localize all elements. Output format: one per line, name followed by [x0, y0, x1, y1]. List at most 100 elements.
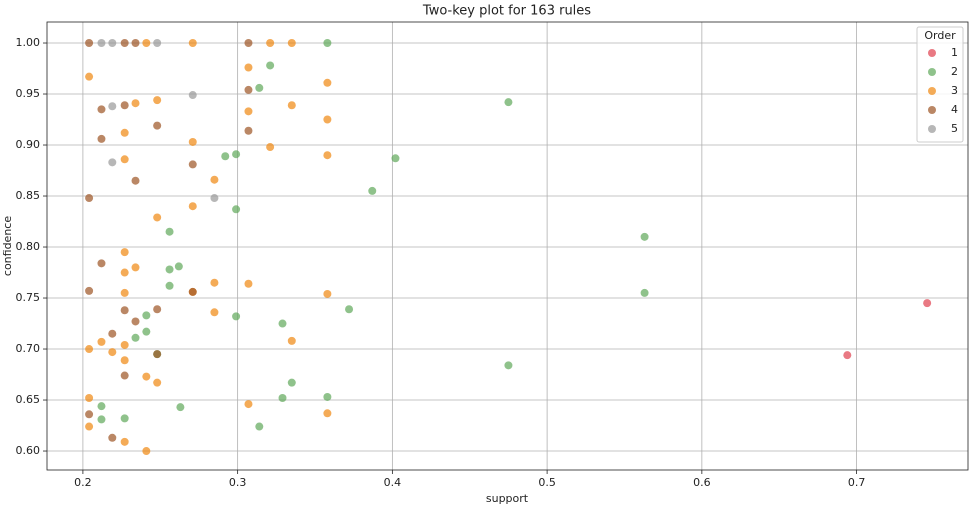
legend-marker — [928, 125, 936, 133]
point — [97, 415, 106, 424]
point — [108, 348, 117, 357]
point — [287, 336, 296, 345]
point — [188, 137, 197, 146]
point — [142, 447, 151, 456]
point — [131, 39, 140, 48]
point — [244, 126, 253, 135]
point — [188, 91, 197, 100]
point — [244, 279, 253, 288]
point — [97, 259, 106, 268]
point — [244, 39, 253, 48]
legend-marker — [928, 68, 936, 76]
point — [131, 333, 140, 342]
point — [504, 98, 513, 107]
y-tick-label: 0.85 — [16, 189, 41, 202]
point — [165, 281, 174, 290]
point — [323, 115, 332, 124]
point — [278, 319, 287, 328]
point — [120, 306, 129, 315]
y-axis-label: confidence — [1, 216, 14, 276]
point — [188, 287, 197, 296]
point — [120, 437, 129, 446]
point — [97, 105, 106, 114]
legend-label: 2 — [951, 65, 958, 78]
point — [153, 96, 162, 105]
point — [142, 39, 151, 48]
point — [142, 311, 151, 320]
point — [345, 305, 354, 314]
legend-label: 3 — [951, 84, 958, 97]
point — [504, 361, 513, 370]
point — [153, 350, 162, 359]
point — [923, 299, 932, 308]
x-tick-label: 0.5 — [538, 476, 556, 489]
point — [391, 154, 400, 163]
point — [266, 39, 275, 48]
point — [210, 278, 219, 287]
point — [85, 345, 94, 354]
point — [640, 288, 649, 297]
legend-marker — [928, 49, 936, 57]
point — [153, 39, 162, 48]
point — [97, 402, 106, 411]
point — [97, 134, 106, 143]
y-tick-label: 0.90 — [16, 138, 41, 151]
point — [640, 232, 649, 241]
point — [85, 286, 94, 295]
point — [85, 393, 94, 402]
point — [85, 410, 94, 419]
point — [287, 101, 296, 110]
point — [142, 372, 151, 381]
y-tick-label: 0.60 — [16, 444, 41, 457]
point — [210, 194, 219, 203]
point — [108, 433, 117, 442]
legend-label: 1 — [951, 46, 958, 59]
point — [266, 143, 275, 152]
point — [323, 151, 332, 160]
point — [210, 308, 219, 317]
point — [131, 176, 140, 185]
point — [120, 128, 129, 137]
point — [120, 248, 129, 257]
point — [85, 72, 94, 81]
point — [97, 39, 106, 48]
point — [131, 263, 140, 272]
point — [108, 158, 117, 167]
point — [188, 39, 197, 48]
point — [255, 83, 264, 92]
point — [142, 327, 151, 336]
y-tick-label: 1.00 — [16, 36, 41, 49]
point — [120, 356, 129, 365]
x-tick-label: 0.3 — [229, 476, 247, 489]
point — [120, 340, 129, 349]
point — [153, 213, 162, 222]
y-tick-label: 0.65 — [16, 393, 41, 406]
point — [120, 155, 129, 164]
legend-label: 4 — [951, 103, 958, 116]
point — [221, 152, 230, 161]
point — [368, 186, 377, 195]
point — [287, 39, 296, 48]
point — [244, 85, 253, 94]
legend-box — [916, 26, 964, 143]
point — [165, 265, 174, 274]
point — [120, 288, 129, 297]
point — [323, 39, 332, 48]
y-tick-label: 0.75 — [16, 291, 41, 304]
point — [232, 312, 241, 321]
point — [174, 262, 183, 271]
point — [278, 393, 287, 402]
point — [85, 194, 94, 203]
point — [244, 400, 253, 409]
x-axis-label: support — [486, 492, 529, 505]
point — [244, 107, 253, 116]
x-tick-label: 0.2 — [74, 476, 92, 489]
point — [287, 378, 296, 387]
point — [120, 101, 129, 110]
point — [176, 403, 185, 412]
plot-frame — [46, 21, 969, 471]
y-tick-label: 0.70 — [16, 342, 41, 355]
point — [244, 63, 253, 72]
legend-marker — [928, 87, 936, 95]
